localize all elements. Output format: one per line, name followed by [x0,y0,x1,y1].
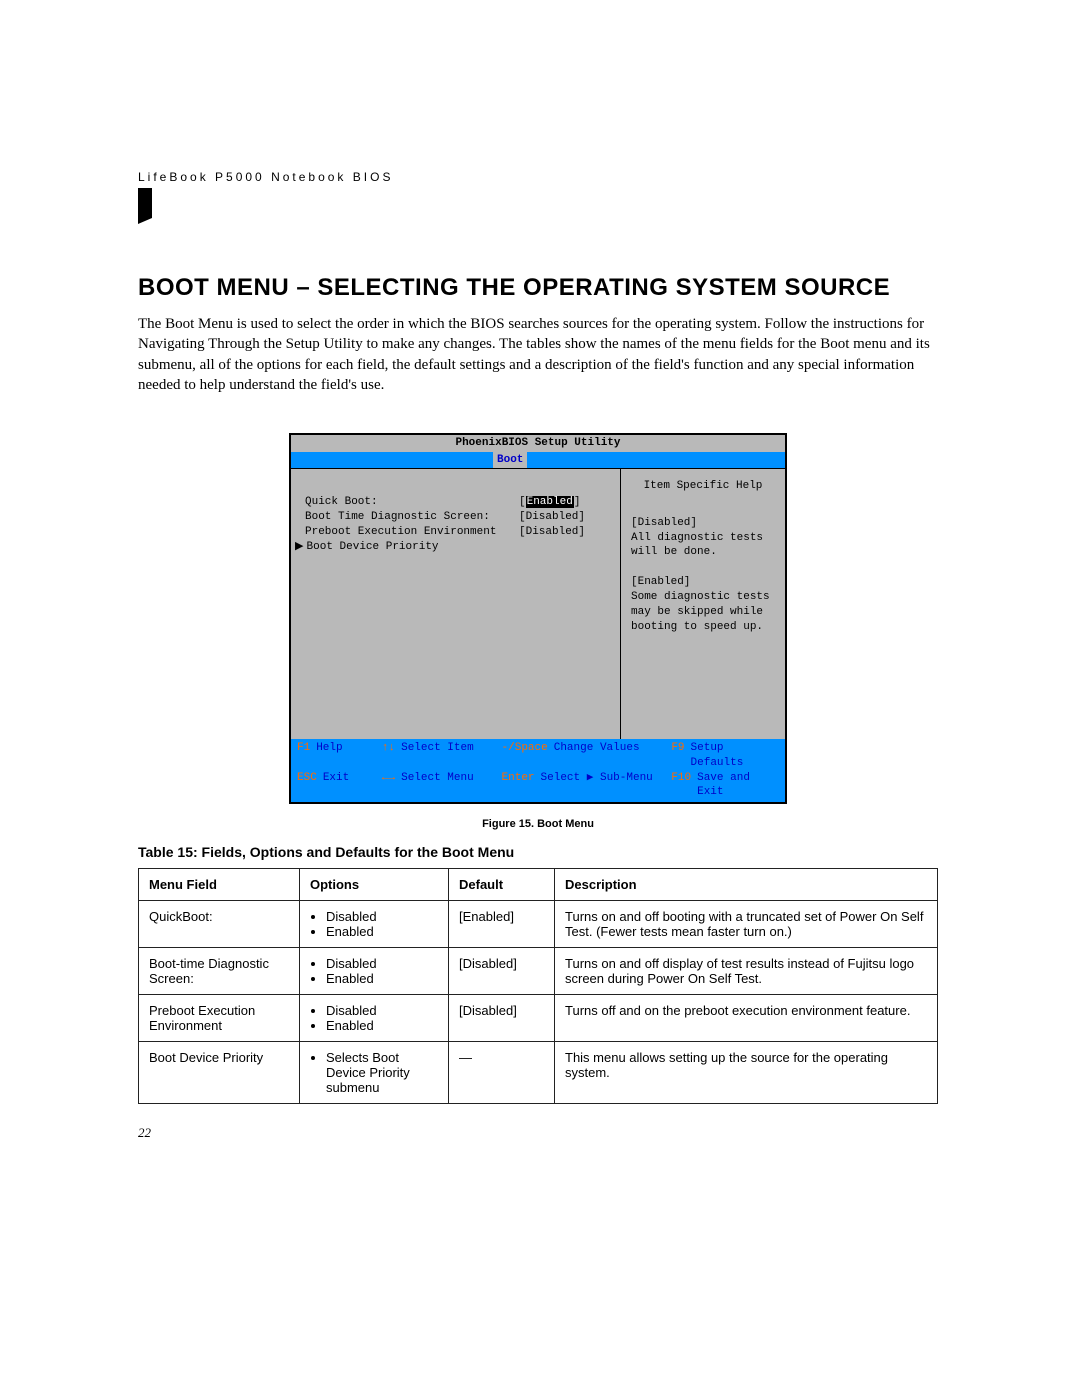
bios-key-label: F1 [297,741,310,771]
submenu-arrow-icon: ▶ [295,540,307,552]
cell-default: — [449,1042,555,1104]
intro-paragraph: The Boot Menu is used to select the orde… [138,314,938,395]
bios-footer-hint: ←→Select Menu [382,771,502,801]
cell-options: Selects Boot Device Priority submenu [300,1042,449,1104]
bios-key-action: Save and Exit [697,771,779,801]
bios-key-label: F10 [671,771,691,801]
bios-help-pane: Item Specific Help [Disabled] All diagno… [621,469,785,739]
cell-description: Turns off and on the preboot execution e… [555,995,938,1042]
bios-help-body: [Disabled] All diagnostic tests will be … [631,516,775,635]
table-row: Boot Device Priority Selects Boot Device … [139,1042,938,1104]
bios-tab-bar: Boot [291,452,785,468]
bios-title: PhoenixBIOS Setup Utility [291,435,785,452]
bios-footer-hint: F9Setup Defaults [671,741,779,771]
bios-menu-value: [Enabled] [519,495,580,510]
bios-left-pane: Quick Boot:[Enabled]Boot Time Diagnostic… [291,469,621,739]
cell-description: This menu allows setting up the source f… [555,1042,938,1104]
cell-field: Boot-time Diagnostic Screen: [139,948,300,995]
cell-default: [Disabled] [449,948,555,995]
bios-menu-label: Quick Boot: [305,495,519,510]
bios-key-action: Setup Defaults [691,741,779,771]
cell-description: Turns on and off booting with a truncate… [555,901,938,948]
bios-menu-row: Preboot Execution Environment[Disabled] [305,525,612,540]
option-item: Disabled [326,956,438,971]
bios-footer-hint: -/SpaceChange Values [502,741,672,771]
bios-key-label: -/Space [502,741,548,771]
bios-key-label: ESC [297,771,317,801]
option-item: Enabled [326,924,438,939]
bios-key-action: Select ▶ Sub-Menu [541,771,653,801]
bios-selected-value: Enabled [526,496,574,508]
option-item: Enabled [326,1018,438,1033]
bios-tab-boot: Boot [493,452,527,468]
bios-menu-label: ▶ Boot Device Priority [295,539,509,555]
table-header-cell: Description [555,869,938,901]
bios-key-action: Select Item [401,741,474,771]
bios-key-action: Change Values [554,741,640,771]
bios-footer-hint: ↑↓Select Item [382,741,502,771]
fields-table: Menu FieldOptionsDefaultDescription Quick… [138,868,938,1104]
bios-key-action: Exit [323,771,349,801]
bios-menu-value: [Disabled] [519,510,585,525]
bios-footer-hint: EnterSelect ▶ Sub-Menu [502,771,672,801]
page-number: 22 [138,1125,151,1141]
option-item: Disabled [326,1003,438,1018]
bios-footer-row: F1Help↑↓Select Item-/SpaceChange ValuesF… [297,741,779,771]
bios-menu-value: [Disabled] [519,525,585,540]
table-row: Boot-time Diagnostic Screen:DisabledEnab… [139,948,938,995]
bios-key-label: ←→ [382,771,395,801]
page-title: BOOT MENU – SELECTING THE OPERATING SYST… [138,274,938,302]
bios-menu-label: Boot Time Diagnostic Screen: [305,510,519,525]
bios-key-label: F9 [671,741,684,771]
bios-footer-hint: ESC Exit [297,771,382,801]
table-header-cell: Menu Field [139,869,300,901]
figure-caption: Figure 15. Boot Menu [138,818,938,830]
cell-options: DisabledEnabled [300,901,449,948]
bios-screenshot: PhoenixBIOS Setup Utility Boot Quick Boo… [289,433,787,804]
cell-field: Preboot Execution Environment [139,995,300,1042]
cell-options: DisabledEnabled [300,948,449,995]
bios-footer-row: ESCExit←→Select MenuEnterSelect ▶ Sub-Me… [297,771,779,801]
table-row: QuickBoot:DisabledEnabled[Enabled]Turns … [139,901,938,948]
cell-options: DisabledEnabled [300,995,449,1042]
table-header-cell: Default [449,869,555,901]
option-item: Disabled [326,909,438,924]
bios-key-label: ↑↓ [382,741,395,771]
bios-key-label: Enter [502,771,535,801]
bios-menu-row: Quick Boot:[Enabled] [305,495,612,510]
cell-field: QuickBoot: [139,901,300,948]
bios-footer-hint: F10 Save and Exit [671,771,779,801]
bios-footer: F1Help↑↓Select Item-/SpaceChange ValuesF… [291,739,785,802]
bios-menu-row: ▶ Boot Device Priority [305,539,612,555]
cell-field: Boot Device Priority [139,1042,300,1104]
running-header: LifeBook P5000 Notebook BIOS [138,170,938,184]
bios-menu-label: Preboot Execution Environment [305,525,519,540]
table-row: Preboot Execution EnvironmentDisabledEna… [139,995,938,1042]
bios-key-action: Select Menu [401,771,474,801]
bios-help-title: Item Specific Help [631,479,775,494]
cell-default: [Disabled] [449,995,555,1042]
bios-key-action: Help [316,741,342,771]
bios-footer-hint: F1Help [297,741,382,771]
table-header-cell: Options [300,869,449,901]
bios-menu-row: Boot Time Diagnostic Screen:[Disabled] [305,510,612,525]
table-title: Table 15: Fields, Options and Defaults f… [138,844,938,860]
option-item: Selects Boot Device Priority submenu [326,1050,438,1095]
accent-triangle [138,188,152,224]
option-item: Enabled [326,971,438,986]
cell-default: [Enabled] [449,901,555,948]
cell-description: Turns on and off display of test results… [555,948,938,995]
